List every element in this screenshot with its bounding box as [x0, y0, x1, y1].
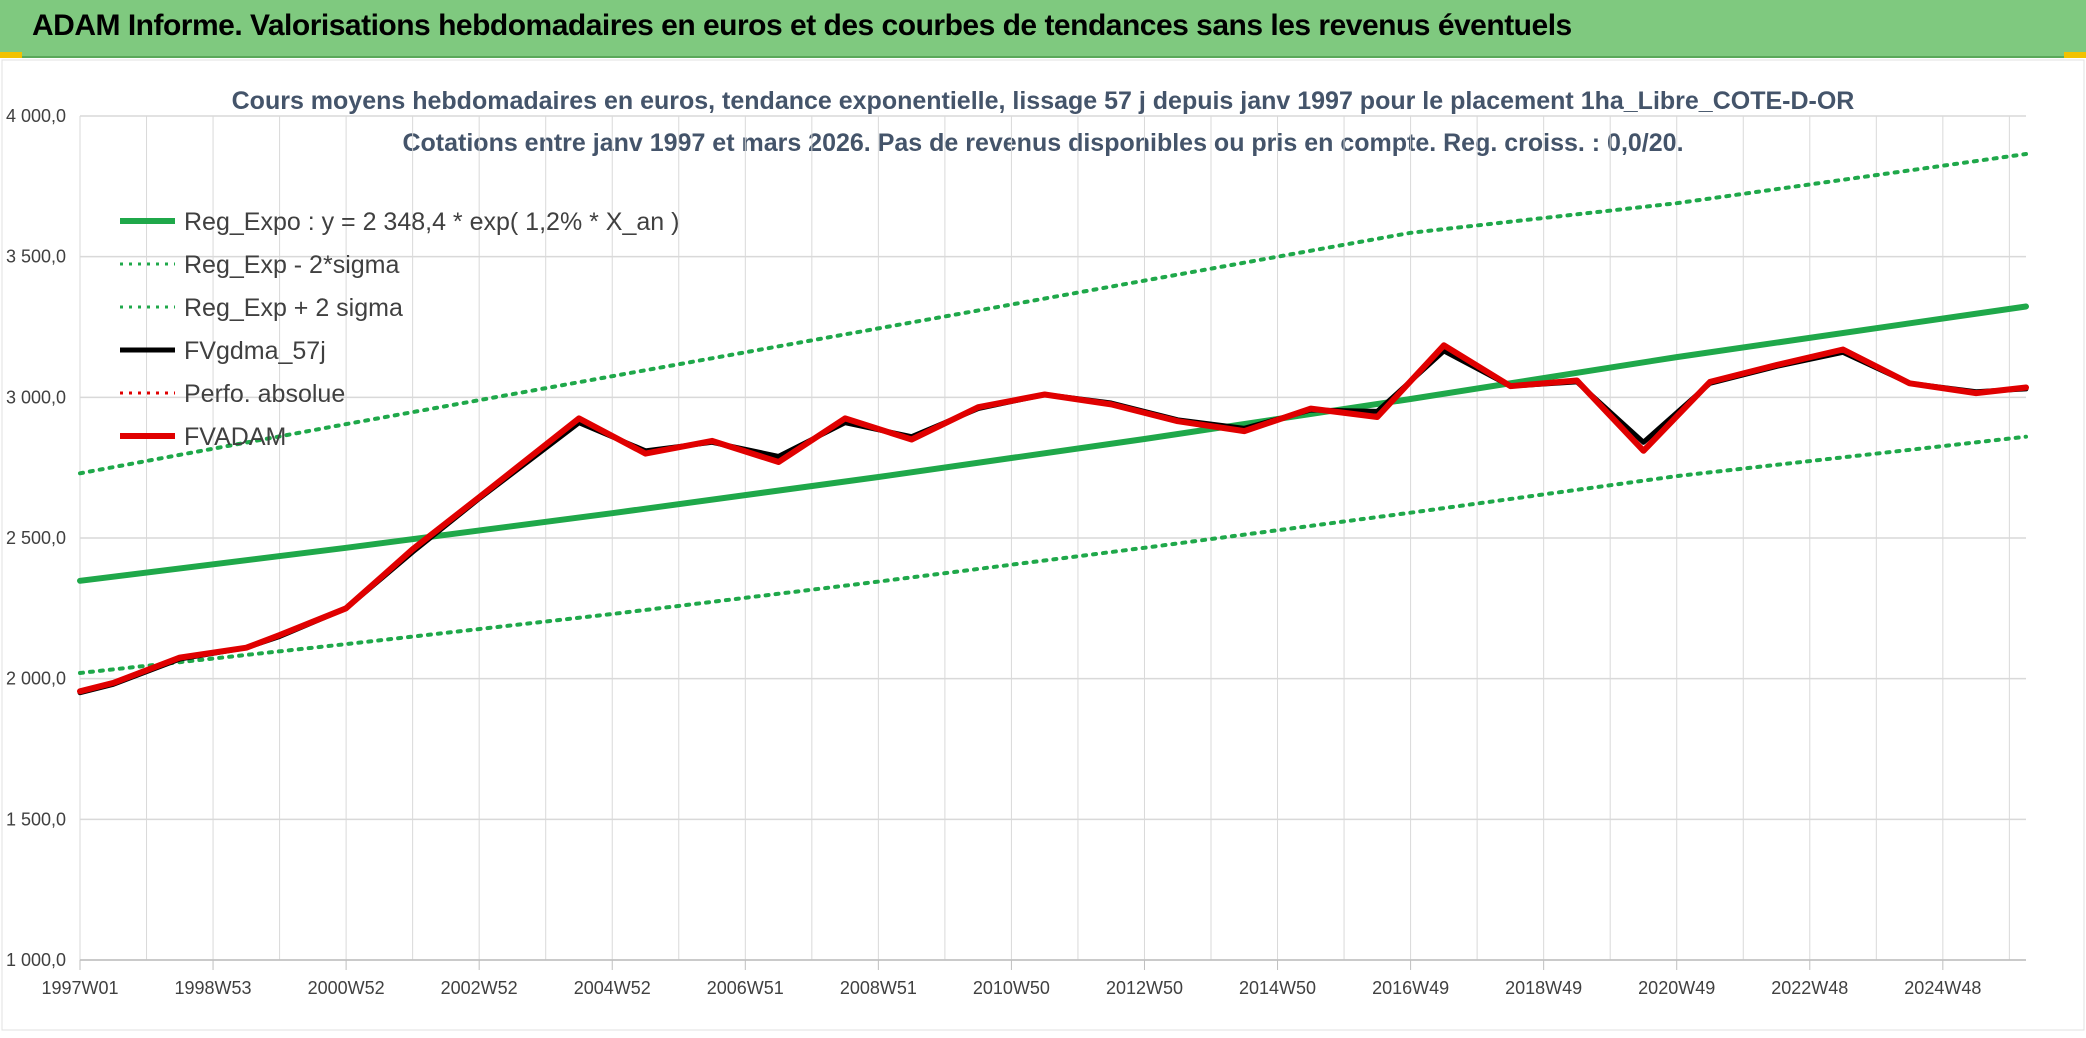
x-tick-label: 2000W52 — [308, 978, 385, 998]
y-tick-label: 1 500,0 — [6, 809, 66, 829]
chart-svg: Cours moyens hebdomadaires en euros, ten… — [1, 59, 2085, 1031]
series-layer — [77, 152, 2029, 696]
x-tick-label: 2022W48 — [1771, 978, 1848, 998]
x-tick-label: 2012W50 — [1106, 978, 1183, 998]
x-tick-label: 2002W52 — [441, 978, 518, 998]
corner-marker-right — [2064, 52, 2086, 58]
chart-subtitle: Cotations entre janv 1997 et mars 2026. … — [402, 129, 1683, 157]
y-tick-label: 1 000,0 — [6, 950, 66, 970]
x-tick-label: 1997W01 — [41, 978, 118, 998]
chart-area: Cours moyens hebdomadaires en euros, ten… — [0, 58, 2086, 1038]
legend-label-3: FVgdma_57j — [184, 337, 326, 365]
legend-label-2: Reg_Exp + 2 sigma — [184, 294, 403, 322]
legend: Reg_Expo : y = 2 348,4 * exp( 1,2% * X_a… — [120, 208, 679, 451]
x-tick-label: 2016W49 — [1372, 978, 1449, 998]
series-line-1 — [78, 434, 2028, 675]
x-tick-label: 2006W51 — [707, 978, 784, 998]
x-tick-label: 2024W48 — [1904, 978, 1981, 998]
y-tick-label: 2 500,0 — [6, 528, 66, 548]
report-title: ADAM Informe. Valorisations hebdomadaire… — [32, 9, 1572, 42]
y-tick-label: 3 000,0 — [6, 387, 66, 407]
y-tick-label: 2 000,0 — [6, 669, 66, 689]
legend-label-4: Perfo. absolue — [184, 380, 345, 408]
axis-layer: 1 000,0 1 500,0 2 000,0 2 500,0 3 000,0 3 500… — [6, 106, 2026, 998]
series-line-0 — [77, 303, 2029, 584]
legend-label-0: Reg_Expo : y = 2 348,4 * exp( 1,2% * X_a… — [184, 208, 679, 236]
x-tick-label: 2008W51 — [840, 978, 917, 998]
legend-label-5: FVADAM — [184, 423, 286, 451]
chart-frame — [1, 59, 2085, 1031]
y-tick-label: 4 000,0 — [6, 106, 66, 126]
series-line-5 — [77, 342, 2029, 695]
x-tick-label: 2004W52 — [574, 978, 651, 998]
header-banner: ADAM Informe. Valorisations hebdomadaire… — [0, 0, 2086, 58]
chart-title: Cours moyens hebdomadaires en euros, ten… — [232, 87, 1855, 115]
legend-label-1: Reg_Exp - 2*sigma — [184, 251, 399, 279]
x-tick-label: 2020W49 — [1638, 978, 1715, 998]
x-tick-label: 1998W53 — [175, 978, 252, 998]
corner-marker-left — [0, 52, 22, 58]
x-tick-label: 2010W50 — [973, 978, 1050, 998]
x-tick-label: 2018W49 — [1505, 978, 1582, 998]
x-tick-label: 2014W50 — [1239, 978, 1316, 998]
y-tick-label: 3 500,0 — [6, 247, 66, 267]
